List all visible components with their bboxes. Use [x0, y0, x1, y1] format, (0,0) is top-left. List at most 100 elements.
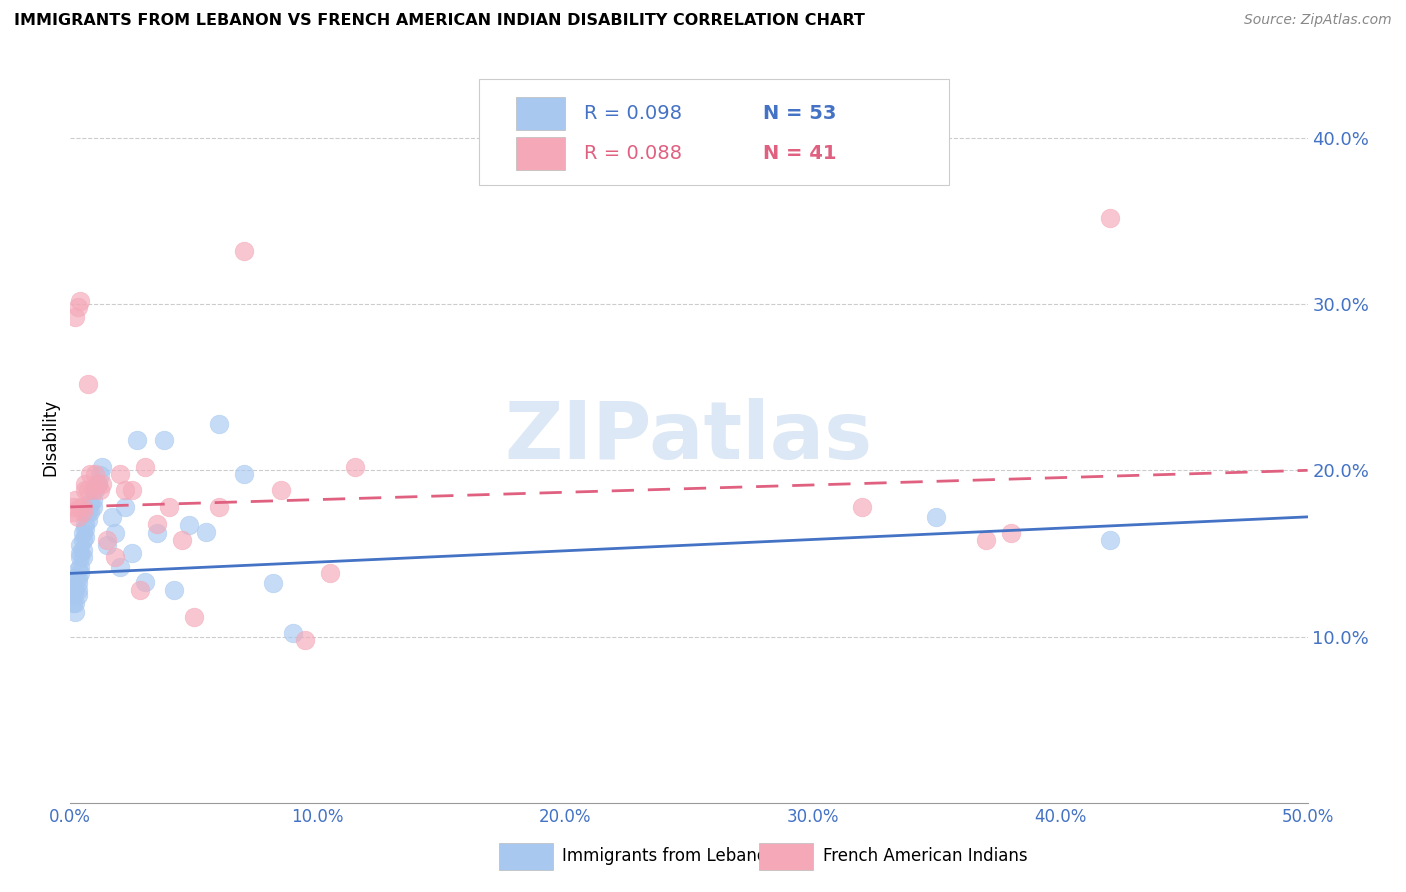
Point — [1000, 526, 1022, 541]
Point — [183, 609, 205, 624]
Point — [65, 582, 87, 597]
Point — [127, 434, 149, 448]
Point — [146, 516, 169, 531]
Point — [134, 460, 156, 475]
Point — [75, 530, 97, 544]
Point — [66, 582, 89, 597]
Point — [69, 293, 91, 308]
Point — [72, 505, 94, 519]
Text: Immigrants from Lebanon: Immigrants from Lebanon — [562, 847, 778, 865]
Point — [82, 483, 104, 498]
Point — [76, 376, 98, 391]
Point — [270, 483, 292, 498]
Point — [146, 526, 169, 541]
Point — [208, 417, 231, 431]
Point — [86, 476, 108, 491]
Point — [62, 588, 84, 602]
Point — [65, 605, 87, 619]
FancyBboxPatch shape — [516, 137, 565, 170]
Point — [69, 549, 91, 564]
Point — [232, 467, 254, 481]
Point — [69, 559, 91, 574]
Point — [66, 571, 89, 585]
Point — [974, 533, 997, 548]
Point — [177, 518, 200, 533]
Point — [65, 571, 87, 585]
Point — [65, 310, 87, 325]
Point — [208, 500, 231, 514]
Point — [76, 513, 98, 527]
Point — [72, 549, 94, 564]
Point — [65, 493, 87, 508]
Point — [96, 538, 118, 552]
Point — [281, 626, 304, 640]
Point — [128, 582, 150, 597]
Point — [65, 596, 87, 610]
Point — [72, 543, 94, 558]
Point — [69, 500, 91, 514]
Point — [79, 467, 101, 481]
Point — [79, 505, 101, 519]
Point — [114, 483, 136, 498]
Point — [1098, 211, 1121, 225]
Point — [114, 500, 136, 514]
Point — [134, 574, 156, 589]
Text: R = 0.088: R = 0.088 — [583, 144, 682, 162]
Point — [195, 524, 218, 539]
Point — [262, 576, 284, 591]
Point — [75, 483, 97, 498]
Point — [86, 476, 108, 491]
Point — [72, 526, 94, 541]
Point — [343, 460, 366, 475]
Point — [62, 500, 84, 514]
FancyBboxPatch shape — [516, 97, 565, 130]
Point — [84, 483, 107, 498]
Text: N = 53: N = 53 — [763, 103, 837, 122]
Text: N = 41: N = 41 — [763, 144, 837, 162]
Point — [153, 434, 176, 448]
Point — [91, 460, 114, 475]
Point — [121, 483, 143, 498]
Point — [319, 566, 342, 581]
Point — [76, 505, 98, 519]
Point — [62, 505, 84, 519]
Point — [89, 483, 111, 498]
Point — [232, 244, 254, 258]
Text: R = 0.098: R = 0.098 — [583, 103, 682, 122]
Point — [157, 500, 180, 514]
Text: IMMIGRANTS FROM LEBANON VS FRENCH AMERICAN INDIAN DISABILITY CORRELATION CHART: IMMIGRANTS FROM LEBANON VS FRENCH AMERIC… — [14, 13, 865, 29]
Point — [101, 509, 124, 524]
Point — [104, 549, 127, 564]
Point — [79, 497, 101, 511]
Point — [72, 500, 94, 514]
Point — [69, 546, 91, 560]
Point — [75, 516, 97, 531]
Point — [72, 533, 94, 548]
Point — [66, 576, 89, 591]
Text: Source: ZipAtlas.com: Source: ZipAtlas.com — [1244, 13, 1392, 28]
Point — [96, 533, 118, 548]
Point — [62, 580, 84, 594]
Point — [108, 559, 131, 574]
Point — [76, 483, 98, 498]
Text: French American Indians: French American Indians — [823, 847, 1028, 865]
FancyBboxPatch shape — [478, 78, 949, 185]
Point — [66, 563, 89, 577]
Point — [925, 509, 948, 524]
Y-axis label: Disability: Disability — [41, 399, 59, 475]
Text: ZIPatlas: ZIPatlas — [505, 398, 873, 476]
Point — [62, 596, 84, 610]
Point — [108, 467, 131, 481]
Point — [104, 526, 127, 541]
Point — [89, 468, 111, 483]
Point — [851, 500, 873, 514]
Point — [75, 476, 97, 491]
Point — [69, 566, 91, 581]
Point — [66, 509, 89, 524]
Point — [170, 533, 193, 548]
Point — [294, 632, 316, 647]
Point — [84, 467, 107, 481]
Point — [69, 538, 91, 552]
Point — [66, 588, 89, 602]
Point — [75, 521, 97, 535]
